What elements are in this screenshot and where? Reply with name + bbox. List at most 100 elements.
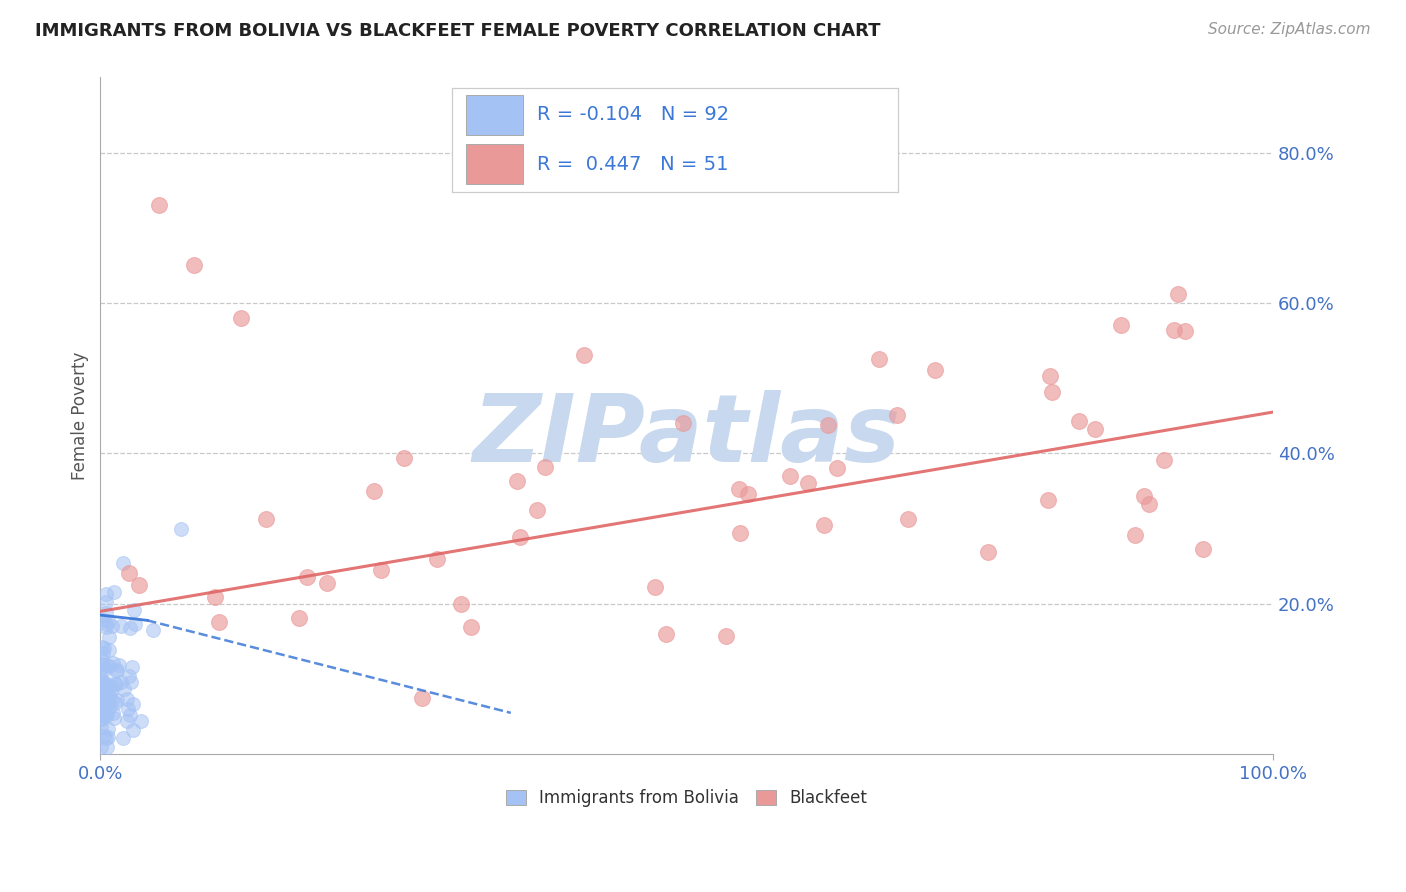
Point (96, 739, 118, 754)
Point (1069, 414, 1091, 428)
Point (1039, 368, 1062, 383)
Point (91, 657, 114, 671)
Point (370, 563, 392, 577)
Point (91, 678, 114, 692)
Point (90, 676, 112, 690)
Point (90, 711, 112, 725)
Point (115, 714, 138, 728)
Point (111, 556, 134, 570)
Point (1109, 318, 1132, 332)
Point (105, 663, 128, 677)
Point (93, 640, 115, 655)
Point (204, 590, 226, 604)
Point (93, 688, 115, 702)
Point (509, 529, 531, 543)
Point (91, 646, 114, 660)
Point (1167, 286, 1189, 301)
Legend: Immigrants from Bolivia, Blackfeet: Immigrants from Bolivia, Blackfeet (499, 782, 875, 814)
Point (104, 696, 127, 710)
Point (1174, 324, 1197, 338)
Point (148, 198, 170, 212)
Point (115, 692, 138, 706)
Point (94, 657, 117, 672)
Point (129, 714, 152, 729)
Point (170, 522, 193, 536)
Point (94, 685, 117, 699)
Point (183, 259, 205, 273)
Point (93, 678, 115, 692)
Point (91, 690, 114, 704)
Text: ZIPatlas: ZIPatlas (472, 390, 901, 483)
Point (1153, 453, 1175, 467)
Point (96, 595, 118, 609)
Point (97, 722, 120, 736)
Point (100, 619, 122, 633)
Point (288, 611, 311, 625)
Point (93, 729, 115, 743)
Point (655, 626, 678, 640)
Point (124, 616, 146, 631)
Point (411, 690, 433, 705)
Point (117, 668, 139, 682)
Point (737, 487, 759, 501)
Point (96, 620, 118, 634)
Point (825, 461, 848, 475)
Point (91, 699, 114, 714)
Point (1163, 323, 1185, 337)
Point (96, 697, 118, 711)
Point (90, 653, 112, 667)
Point (256, 512, 278, 526)
Point (1192, 542, 1215, 557)
Point (101, 656, 124, 670)
Point (90, 679, 112, 693)
Point (104, 677, 127, 691)
Point (94, 707, 117, 722)
Point (730, 526, 752, 541)
Point (1040, 384, 1063, 399)
Point (110, 674, 132, 689)
Point (90, 672, 112, 686)
Point (97, 614, 120, 628)
Point (1125, 528, 1147, 542)
Point (111, 731, 134, 745)
Point (112, 681, 135, 696)
Point (208, 615, 231, 630)
Point (460, 620, 482, 634)
Point (1084, 422, 1107, 436)
Point (90, 677, 112, 691)
Point (229, 311, 252, 326)
Point (101, 706, 124, 720)
Point (101, 692, 124, 706)
Point (96, 587, 118, 601)
Point (122, 723, 145, 737)
Point (1137, 498, 1160, 512)
Point (90, 720, 112, 734)
Point (297, 570, 319, 584)
Point (104, 677, 127, 691)
Point (142, 624, 165, 638)
Point (714, 629, 737, 643)
Point (90, 698, 112, 713)
Point (572, 348, 595, 362)
Point (897, 512, 920, 526)
Point (90, 640, 112, 654)
Point (120, 675, 142, 690)
Text: IMMIGRANTS FROM BOLIVIA VS BLACKFEET FEMALE POVERTY CORRELATION CHART: IMMIGRANTS FROM BOLIVIA VS BLACKFEET FEM… (35, 22, 880, 40)
Point (924, 363, 946, 377)
Point (394, 451, 416, 466)
Point (672, 416, 695, 430)
Point (128, 578, 150, 592)
Point (316, 575, 339, 590)
Point (100, 684, 122, 698)
Point (450, 597, 472, 611)
Point (91, 697, 114, 711)
Point (817, 417, 839, 432)
Point (93, 703, 115, 717)
Point (110, 619, 132, 633)
Point (98, 701, 121, 715)
Point (103, 711, 125, 725)
Point (644, 580, 666, 594)
Point (534, 460, 557, 475)
Point (96, 694, 118, 708)
Point (91, 712, 114, 726)
